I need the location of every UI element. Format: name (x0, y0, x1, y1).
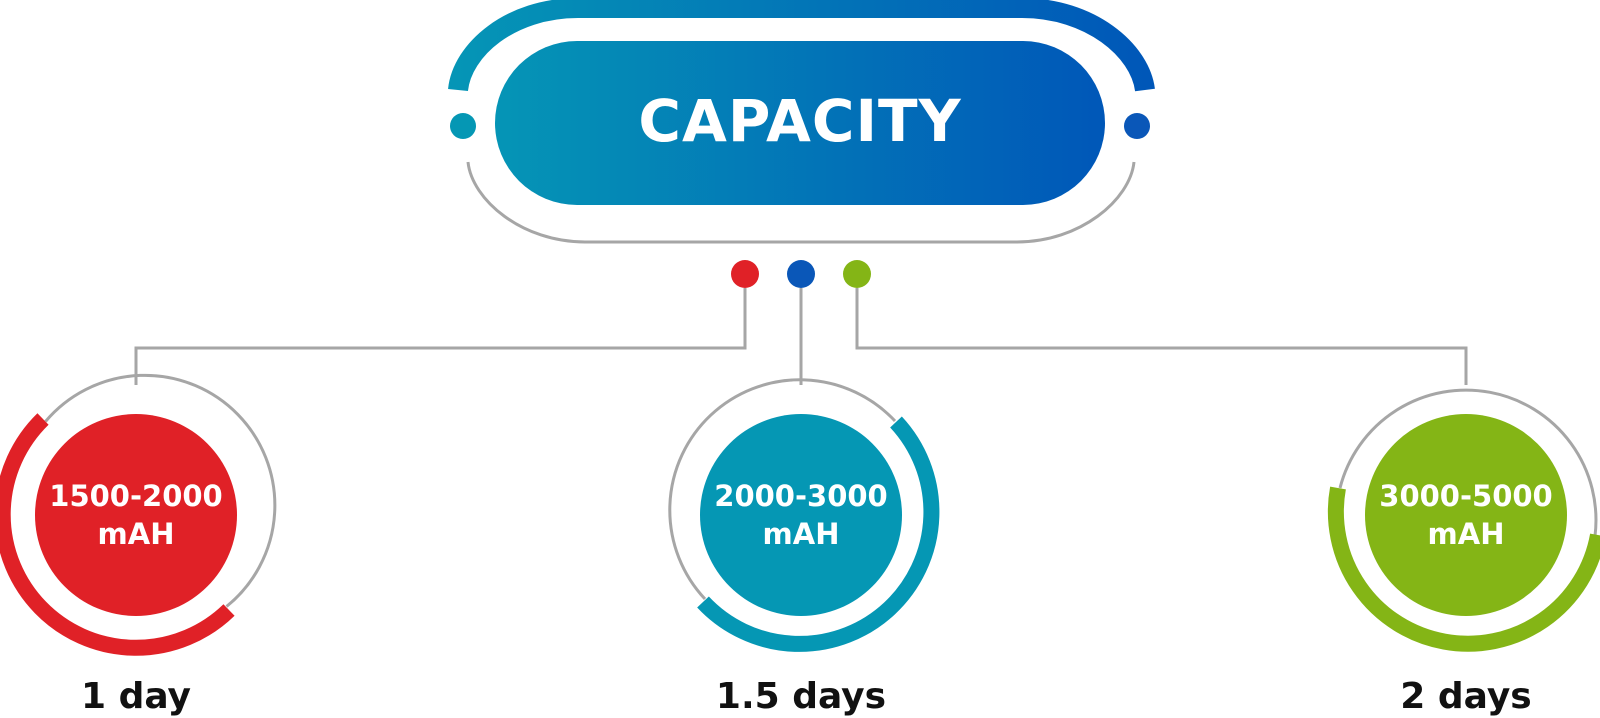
page-title: CAPACITY (638, 87, 962, 155)
header-right-dot (1124, 113, 1150, 139)
header-pill (495, 41, 1105, 205)
node-1-label: 1500-2000 mAH (36, 475, 236, 555)
node-2-range: 2000-3000 (714, 479, 888, 513)
node-1-duration: 1 day (80, 676, 191, 717)
node-3-duration: 2 days (1400, 676, 1532, 717)
connector-line-right (855, 288, 1468, 385)
node-1-color-arc (0, 413, 235, 656)
node-3-gray-ring (1338, 388, 1598, 537)
header-left-dot (450, 113, 476, 139)
connector-dot-green (843, 260, 871, 288)
node-3-circle (1365, 414, 1567, 616)
node-3-unit: mAH (1427, 517, 1505, 551)
header-top-arc (448, 0, 1155, 92)
node-2-duration: 1.5 days (715, 676, 887, 717)
connector-line-left (134, 288, 747, 385)
node-1-range: 1500-2000 (49, 479, 223, 513)
node-3-color-arc (1327, 486, 1600, 652)
header-bottom-arc (466, 161, 1136, 244)
node-2-gray-ring (668, 378, 897, 601)
node-1-circle (35, 414, 237, 616)
connector-dot-blue (787, 260, 815, 288)
node-1-unit: mAH (97, 517, 175, 551)
node-2-label: 2000-3000 mAH (701, 475, 901, 555)
node-1-gray-ring (44, 373, 277, 608)
node-2-unit: mAH (762, 517, 840, 551)
node-2-color-arc (697, 416, 940, 652)
node-2-circle (700, 414, 902, 616)
node-3-range: 3000-5000 (1379, 479, 1553, 513)
node-3-label: 3000-5000 mAH (1366, 475, 1566, 555)
connector-dot-red (731, 260, 759, 288)
